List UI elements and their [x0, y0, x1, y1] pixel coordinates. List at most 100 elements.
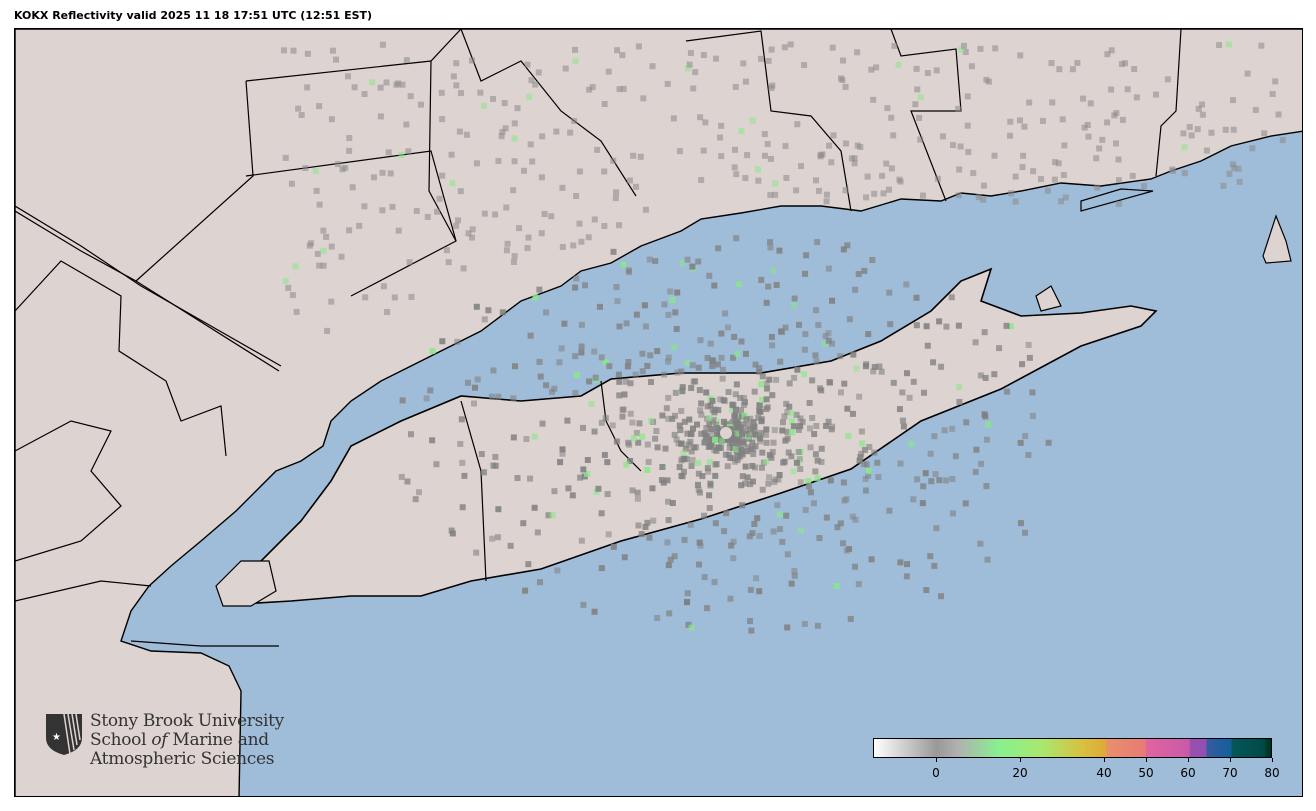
echo-pixel — [559, 184, 566, 191]
echo-pixel — [1104, 51, 1111, 58]
echo-pixel — [510, 259, 517, 266]
echo-pixel — [949, 475, 956, 482]
colorbar-tick-label: 20 — [1012, 766, 1028, 780]
echo-pixel — [779, 427, 786, 434]
echo-pixel — [729, 406, 736, 413]
echo-pixel — [536, 286, 543, 293]
echo-pixel — [289, 292, 296, 299]
echo-pixel — [591, 216, 598, 223]
echo-pixel — [701, 574, 708, 581]
echo-pixel — [312, 167, 319, 174]
echo-pixel — [532, 81, 539, 88]
sbu-somas-logo: ★ Stony Brook University School of Marin… — [44, 712, 284, 769]
echo-pixel — [1133, 94, 1140, 101]
echo-pixel — [1115, 200, 1122, 207]
echo-pixel — [695, 364, 702, 371]
echo-pixel — [709, 357, 716, 364]
echo-pixel — [642, 206, 649, 213]
echo-pixel — [876, 363, 883, 370]
staten-island — [215, 560, 277, 607]
echo-pixel — [749, 117, 756, 124]
echo-pixel — [972, 339, 979, 346]
echo-pixel — [1008, 190, 1015, 197]
echo-pixel — [527, 141, 534, 148]
echo-pixel — [938, 363, 945, 370]
echo-pixel — [480, 102, 487, 109]
echo-pixel — [871, 190, 878, 197]
echo-pixel — [825, 337, 832, 344]
echo-pixel — [578, 537, 585, 544]
echo-pixel — [573, 372, 580, 379]
echo-pixel — [637, 153, 644, 160]
echo-pixel — [765, 480, 772, 487]
echo-pixel — [981, 411, 988, 418]
echo-pixel — [1016, 117, 1023, 124]
echo-pixel — [829, 44, 836, 51]
echo-pixel — [399, 81, 406, 88]
echo-pixel — [965, 148, 972, 155]
echo-pixel — [733, 430, 740, 437]
echo-pixel — [602, 359, 609, 366]
echo-pixel — [798, 163, 805, 170]
echo-pixel — [1060, 171, 1067, 178]
echo-pixel — [511, 253, 518, 260]
echo-pixel — [799, 418, 806, 425]
echo-pixel — [434, 208, 441, 215]
echo-pixel — [501, 100, 508, 107]
echo-pixel — [691, 444, 698, 451]
echo-pixel — [917, 136, 924, 143]
echo-pixel — [613, 284, 620, 291]
echo-pixel — [584, 470, 591, 477]
echo-pixel — [801, 346, 808, 353]
echo-pixel — [443, 247, 450, 254]
echo-pixel — [724, 463, 731, 470]
echo-pixel — [740, 438, 747, 445]
echo-pixel — [417, 101, 424, 108]
echo-pixel — [985, 78, 992, 85]
map-title: KOKX Reflectivity valid 2025 11 18 17:51… — [14, 9, 373, 22]
echo-pixel — [1084, 121, 1091, 128]
echo-pixel — [644, 362, 651, 369]
echo-pixel — [744, 474, 751, 481]
echo-pixel — [931, 433, 938, 440]
echo-pixel — [756, 532, 763, 539]
echo-pixel — [713, 55, 720, 62]
echo-pixel — [666, 610, 673, 617]
echo-pixel — [887, 321, 894, 328]
echo-pixel — [1074, 59, 1081, 66]
echo-pixel — [718, 122, 725, 129]
echo-pixel — [776, 526, 783, 533]
echo-pixel — [688, 624, 695, 631]
echo-pixel — [837, 75, 844, 82]
echo-pixel — [773, 281, 780, 288]
echo-pixel — [734, 350, 741, 357]
echo-pixel — [690, 378, 697, 385]
echo-pixel — [504, 240, 511, 247]
echo-pixel — [814, 622, 821, 629]
echo-pixel — [767, 239, 774, 246]
echo-pixel — [750, 419, 757, 426]
echo-pixel — [908, 440, 915, 447]
echo-pixel — [302, 165, 309, 172]
echo-pixel — [1236, 178, 1243, 185]
echo-pixel — [588, 400, 595, 407]
echo-pixel — [823, 198, 830, 205]
echo-pixel — [868, 66, 875, 73]
echo-pixel — [601, 451, 608, 458]
echo-pixel — [520, 520, 527, 527]
echo-pixel — [963, 419, 970, 426]
echo-pixel — [1199, 101, 1206, 108]
echo-pixel — [455, 217, 462, 224]
echo-pixel — [1012, 198, 1019, 205]
echo-pixel — [679, 260, 686, 267]
echo-pixel — [605, 531, 612, 538]
echo-pixel — [407, 93, 414, 100]
echo-pixel — [779, 419, 786, 426]
echo-pixel — [774, 502, 781, 509]
echo-pixel — [763, 439, 770, 446]
echo-pixel — [899, 417, 906, 424]
echo-pixel — [957, 143, 964, 150]
echo-pixel — [1004, 388, 1011, 395]
echo-pixel — [328, 116, 335, 123]
echo-pixel — [320, 262, 327, 269]
